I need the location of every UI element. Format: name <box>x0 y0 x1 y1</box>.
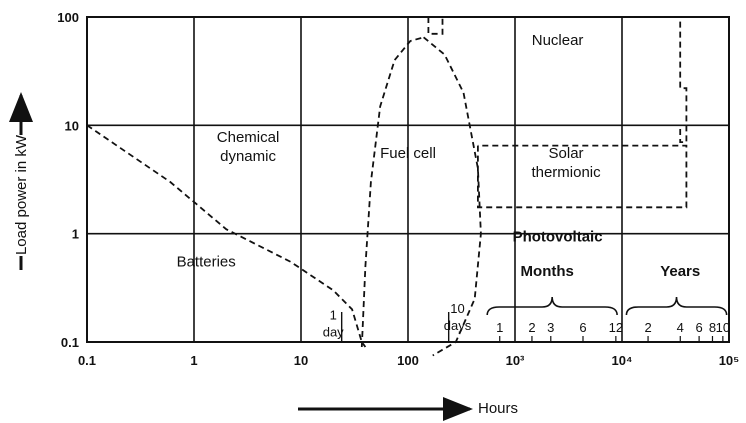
years-brace <box>625 296 728 316</box>
x-tick-label: 10³ <box>506 353 525 368</box>
years-tick: 4 <box>677 320 684 335</box>
years-label: Years <box>660 263 700 280</box>
y-axis-label: Load power in kW <box>13 134 30 255</box>
duration-annotation: days <box>444 318 472 333</box>
x-tick-label: 1 <box>190 353 197 368</box>
duration-annotation: 10 <box>450 301 464 316</box>
years-tick: 6 <box>695 320 702 335</box>
months-label: Months <box>521 263 574 280</box>
x-tick-label: 10⁴ <box>612 353 633 368</box>
years-tick: 8 <box>709 320 716 335</box>
years-tick: 2 <box>644 320 651 335</box>
months-tick: 3 <box>547 320 554 335</box>
region-label: Fuel cell <box>380 145 436 162</box>
boundary-nuclear-boundary <box>427 16 688 143</box>
y-tick-label: 1 <box>72 227 79 242</box>
months-tick: 6 <box>579 320 586 335</box>
region-label: Solar <box>549 145 584 162</box>
region-label: Photovoltaic <box>513 228 603 245</box>
y-tick-label: 0.1 <box>61 335 79 350</box>
y-tick-label: 100 <box>57 10 79 25</box>
x-tick-label: 0.1 <box>78 353 96 368</box>
boundary-fuel-cell-right <box>423 36 482 357</box>
boundary-chemical-dynamic-batteries <box>86 124 367 348</box>
years-tick: 10 <box>716 320 730 335</box>
y-tick-label: 10 <box>65 118 79 133</box>
boundary-solar-thermionic-box <box>477 144 688 209</box>
region-label: dynamic <box>220 148 276 165</box>
region-label: Batteries <box>177 253 236 270</box>
months-brace <box>486 296 618 316</box>
months-tick: 1 <box>496 320 503 335</box>
x-tick-label: 10⁵ <box>719 353 740 368</box>
x-tick-label: 10 <box>294 353 308 368</box>
boundary-fuel-cell-left <box>360 36 424 348</box>
x-tick-label: 100 <box>397 353 419 368</box>
x-axis-label: Hours <box>478 400 518 417</box>
region-label: Nuclear <box>532 32 584 49</box>
months-tick: 2 <box>528 320 535 335</box>
duration-annotation: 1 <box>330 308 337 323</box>
region-label: Chemical <box>217 129 280 146</box>
months-tick: 12 <box>609 320 623 335</box>
duration-annotation: day <box>323 325 344 340</box>
region-label: thermionic <box>531 164 601 181</box>
